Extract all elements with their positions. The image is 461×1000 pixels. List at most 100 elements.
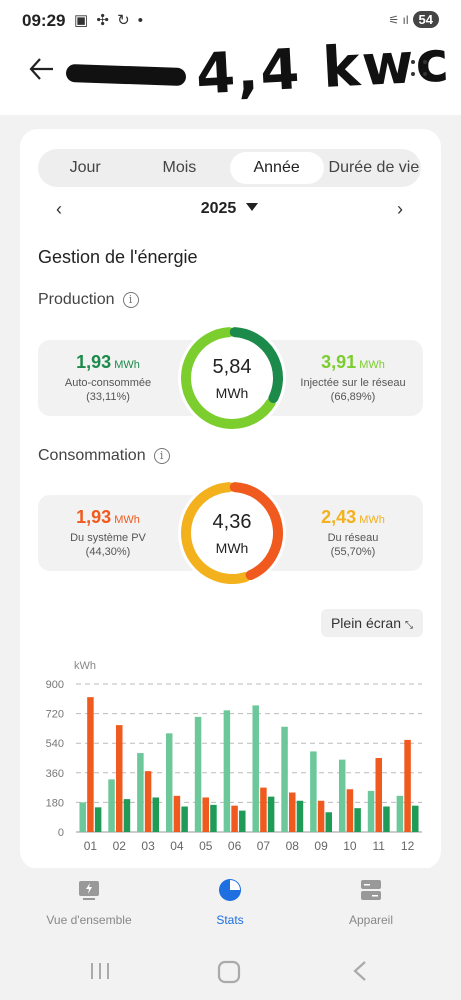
injected-pct: (66,89%) — [330, 391, 376, 403]
grid-consumption-stat: 2,43 MWh Du réseau (55,70%) — [283, 507, 423, 558]
fullscreen-button[interactable]: Plein écran ⤡ — [320, 609, 423, 637]
back-nav-icon[interactable] — [350, 960, 370, 982]
year-dropdown[interactable]: 2025 — [38, 200, 421, 218]
period-tabs: Jour Mois Année Durée de vie — [38, 149, 421, 187]
info-icon[interactable]: i — [153, 448, 170, 464]
tab-month[interactable]: Mois — [162, 159, 197, 176]
chart-bar — [267, 796, 275, 832]
next-year-icon[interactable]: › — [397, 199, 403, 219]
chart-bar — [367, 790, 375, 832]
consumption-ring-center: 4,36 MWh — [177, 478, 287, 588]
nav-device-label: Appareil — [348, 913, 394, 927]
chart-bar — [94, 807, 102, 832]
production-ring-svg — [178, 324, 286, 432]
chart-bar — [165, 733, 173, 832]
y-tick-label: 360 — [46, 768, 64, 780]
consumption-ring-right-arc — [181, 482, 251, 584]
back-arrow-icon[interactable] — [28, 56, 54, 90]
status-bar: 09:29 ▣ ✣ ↻ • ⚟ ıl 54 — [0, 0, 461, 40]
production-ring-bg — [178, 324, 286, 432]
x-tick-label: 11 — [373, 839, 386, 853]
chart-bar — [260, 787, 267, 832]
chart-bar — [296, 800, 304, 832]
tab-day[interactable]: Jour — [69, 159, 101, 176]
self-consumed-pct: (33,11%) — [86, 391, 130, 403]
pv-consumption-label: Du système PV — [70, 532, 146, 544]
device-icon — [361, 880, 381, 900]
y-tick-label: 0 — [58, 827, 64, 839]
consumption-ring-svg — [178, 479, 286, 587]
consumption-total: 4,36 — [212, 511, 252, 533]
system-nav — [0, 940, 461, 1000]
production-ring-right-arc — [181, 327, 276, 429]
injected-label: Injectée sur le réseau — [300, 377, 406, 389]
tab-year[interactable]: Année — [229, 152, 324, 184]
grid-consumption-value-row: 2,43 MWh — [283, 507, 423, 528]
chart-bar — [310, 751, 317, 832]
signal-icon: ⚟ ıl — [388, 12, 409, 27]
self-consumed-stat: 1,93 MWh Auto-consommée (33,11%) — [38, 352, 178, 403]
x-tick-label: 04 — [170, 839, 184, 853]
injected-value-row: 3,91 MWh — [283, 352, 423, 373]
y-tick-label: 540 — [46, 738, 64, 750]
status-right: ⚟ ıl 54 — [388, 11, 439, 28]
battery-indicator: 54 — [412, 11, 439, 28]
production-ring: 5,84 MWh — [177, 323, 287, 433]
nav-stats-label: Stats — [216, 913, 244, 927]
chart-bar — [223, 710, 231, 832]
more-options-icon[interactable] — [409, 58, 431, 80]
self-consumed-unit: MWh — [114, 359, 140, 371]
consumption-label: Consommation — [38, 447, 146, 464]
chart-bar — [325, 812, 333, 832]
x-tick-label: 05 — [199, 839, 213, 853]
chart-bar — [396, 795, 404, 832]
injected-value: 3,91 — [321, 352, 357, 372]
x-tick-label: 06 — [228, 839, 242, 853]
year-selector-row: ‹ 2025 › — [38, 197, 421, 225]
pv-consumption-value-row: 1,93 MWh — [38, 507, 178, 528]
chart-bar — [404, 739, 411, 832]
chart-bar — [202, 797, 209, 832]
recent-apps-icon[interactable] — [88, 960, 112, 982]
nav-overview[interactable]: Vue d'ensemble — [19, 878, 159, 927]
nav-device[interactable]: Appareil — [301, 878, 441, 927]
chart-bar — [194, 716, 202, 832]
production-total-unit: MWh — [215, 385, 249, 401]
chart-bar — [173, 795, 181, 832]
chart-bar — [87, 697, 94, 832]
chart-bar — [231, 805, 238, 832]
info-icon[interactable]: i — [122, 292, 139, 308]
pv-consumption-unit: MWh — [114, 514, 140, 526]
chart-bar — [346, 789, 354, 832]
redacted-scribble — [65, 63, 187, 87]
x-tick-label: 07 — [257, 839, 271, 853]
notification-icons: ▣ ✣ ↻ • — [74, 12, 146, 29]
status-time: 09:29 — [22, 11, 66, 30]
x-tick-label: 01 — [84, 839, 98, 853]
chart-bar — [412, 805, 419, 832]
x-tick-label: 02 — [113, 839, 127, 853]
chart-bar — [338, 759, 346, 832]
previous-year-icon[interactable]: ‹ — [56, 199, 62, 219]
section-title: Gestion de l'énergie — [38, 247, 198, 267]
chart-bar — [281, 726, 288, 832]
nav-overview-label: Vue d'ensemble — [46, 913, 132, 927]
y-axis-unit-label: kWh — [74, 660, 96, 672]
production-total: 5,84 — [212, 356, 252, 378]
chart-bar — [152, 797, 160, 832]
home-icon[interactable] — [217, 960, 243, 984]
injected-stat: 3,91 MWh Injectée sur le réseau (66,89%) — [283, 352, 423, 403]
x-tick-label: 09 — [314, 839, 328, 853]
x-tick-label: 10 — [343, 839, 357, 853]
consumption-total-unit: MWh — [215, 540, 249, 556]
nav-stats[interactable]: Stats — [160, 878, 300, 927]
bottom-nav: Vue d'ensemble Stats Appareil — [0, 868, 461, 938]
overview-icon — [79, 881, 99, 900]
consumption-ring: 4,36 MWh — [177, 478, 287, 588]
chart-bar — [181, 806, 188, 832]
chart-bar — [289, 792, 296, 832]
consumption-ring-left-arc — [229, 482, 283, 581]
chart-bar — [108, 779, 115, 832]
tab-lifetime[interactable]: Durée de vie — [328, 159, 420, 176]
monthly-chart-svg: kWh 0 180 360 540 720 900 01 02 03 04 05 06 07 08 09 10 1… — [46, 660, 422, 853]
